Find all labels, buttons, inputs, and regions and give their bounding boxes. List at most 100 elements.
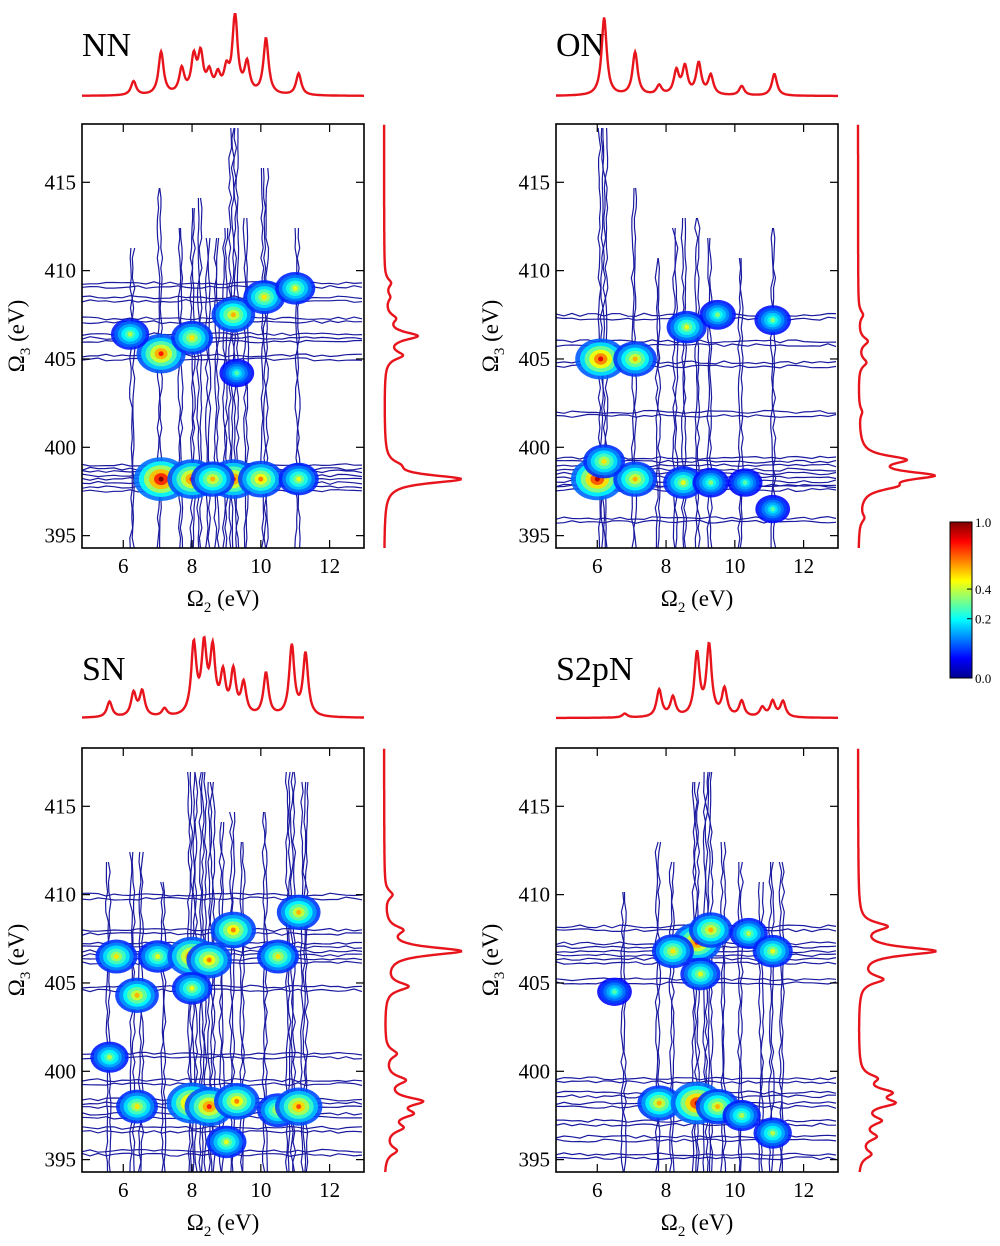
hotspot-peak [708, 927, 714, 933]
y-projection-line [382, 748, 463, 1173]
hotspot-peak [296, 1104, 302, 1110]
hotspot-peak [601, 458, 607, 464]
x-tick-label: 10 [250, 554, 271, 578]
hotspot-peak [684, 324, 690, 330]
x-tick-label: 6 [118, 554, 129, 578]
y-tick-label: 415 [45, 170, 77, 194]
hotspot-peak [234, 1098, 240, 1104]
contour-line [556, 1076, 837, 1081]
y-axis-label: Ω3 (eV) [4, 300, 34, 372]
contour-line [213, 237, 218, 548]
hotspot-peak [230, 927, 236, 933]
contour-line [131, 851, 136, 1172]
hotspot-peak [697, 971, 703, 977]
plot-frame [555, 747, 839, 1173]
contour-line [82, 892, 363, 897]
plot-frame [81, 123, 365, 549]
contour-line [179, 227, 184, 548]
contour-line [198, 197, 203, 548]
contour-line [224, 227, 229, 548]
panel-title: SN [82, 651, 125, 688]
contour-line [82, 896, 363, 901]
hotspot-peak [296, 909, 302, 915]
x-tick-label: 10 [724, 1178, 745, 1202]
contour-line [162, 881, 167, 1172]
contour-line [696, 217, 701, 548]
hotspot-peak [206, 957, 212, 963]
contour-line [682, 217, 688, 548]
y-tick-label: 415 [519, 170, 551, 194]
hotspot-peak [189, 335, 195, 341]
hotspot-peak [746, 931, 752, 936]
contour-line [657, 841, 662, 1172]
contour-line [241, 841, 246, 1172]
hotspot-peak [292, 285, 298, 291]
contour-line [670, 861, 676, 1172]
y-tick-label: 395 [45, 1148, 77, 1172]
contour-line [82, 1082, 363, 1087]
y-tick-label: 410 [45, 259, 77, 283]
x-tick-label: 6 [592, 554, 603, 578]
hotspot-peak [296, 476, 302, 482]
contour-line [221, 227, 227, 548]
y-tick-label: 410 [519, 259, 551, 283]
plot-frame [81, 747, 365, 1173]
hotspot-peak [708, 480, 714, 486]
hotspot-peak [598, 356, 604, 362]
colorbar-tick-label: 1.0 [975, 515, 991, 530]
colorbar: 0.0 0.2 0.4 1.0 [949, 515, 992, 686]
contour-line [239, 841, 244, 1172]
hotspot-peak [261, 294, 267, 300]
contour-map [82, 771, 363, 1172]
panel-title: S2pN [556, 651, 633, 688]
y-tick-label: 395 [519, 1148, 551, 1172]
contour-line [245, 217, 250, 548]
contour-line [622, 891, 627, 1172]
x-tick-label: 12 [319, 1178, 340, 1202]
panel-s2pn: S2pN 6 8 10 12 395 400 405 410 415 Ω2 (eV) Ω3 (eV) [478, 641, 937, 1240]
y-projection-line [382, 124, 463, 548]
contour-line [556, 515, 837, 521]
hotspot-peak [210, 476, 216, 482]
x-tick-label: 8 [661, 1178, 672, 1202]
hotspot-peak [158, 476, 164, 482]
y-tick-label: 415 [519, 794, 551, 818]
y-tick-label: 410 [45, 883, 77, 907]
colorbar-tick-label: 0.4 [975, 582, 992, 597]
y-tick-label: 400 [45, 1059, 77, 1083]
contour-line [671, 227, 677, 548]
contour-line [556, 1152, 837, 1157]
hotspot-peak [158, 351, 164, 357]
hotspot-peak [107, 1054, 112, 1060]
hotspot-peak [770, 948, 776, 954]
hotspot-peak [742, 480, 748, 486]
contour-line [694, 217, 699, 548]
contour-line [191, 207, 196, 548]
y-tick-label: 405 [45, 347, 77, 371]
x-projection-line [82, 635, 364, 719]
contour-line [82, 281, 363, 286]
contour-line [215, 237, 220, 548]
y-tick-label: 415 [45, 794, 77, 818]
panel-title: NN [82, 27, 131, 64]
x-tick-label: 6 [592, 1178, 603, 1202]
hotspot-peak [770, 317, 776, 323]
x-tick-label: 12 [793, 554, 814, 578]
y-tick-label: 400 [519, 435, 551, 459]
contour-line [722, 841, 727, 1172]
contour-line [657, 257, 662, 548]
y-tick-label: 395 [519, 524, 551, 548]
hotspot-peak [632, 356, 638, 362]
x-tick-label: 8 [661, 554, 672, 578]
y-tick-label: 405 [45, 971, 77, 995]
contour-line [708, 237, 713, 548]
x-tick-label: 8 [187, 554, 198, 578]
hotspot-peak [134, 1104, 140, 1110]
contour-map [556, 127, 837, 548]
hotspot-peak [189, 985, 195, 991]
y-projection-line [856, 124, 937, 548]
contour-line [131, 247, 136, 548]
panel-sn: SN 6 8 10 12 395 400 405 410 415 Ω2 (eV) Ω3 (eV) [4, 635, 463, 1240]
x-tick-label: 8 [187, 1178, 198, 1202]
